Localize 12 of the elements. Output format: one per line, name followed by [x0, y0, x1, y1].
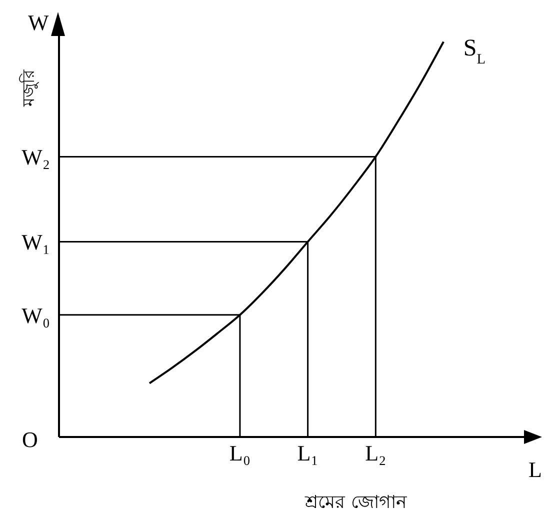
text: L: [528, 457, 542, 482]
x-tick-label: L₂: [365, 440, 386, 466]
x-tick-label: L₁: [297, 440, 318, 466]
text: O: [22, 427, 38, 452]
text: W: [28, 10, 49, 35]
y-axis-title: মজুরি: [19, 68, 39, 108]
ref-line-label: W₁: [22, 230, 50, 255]
ref-line-label: W₂: [22, 144, 50, 170]
ref-line-label: W₀: [22, 302, 50, 328]
series-label: S$_{L}$: [463, 36, 486, 68]
x-axis-title: শ্রমের জোগান: [304, 492, 407, 513]
x-tick-label: L₀: [229, 440, 251, 466]
